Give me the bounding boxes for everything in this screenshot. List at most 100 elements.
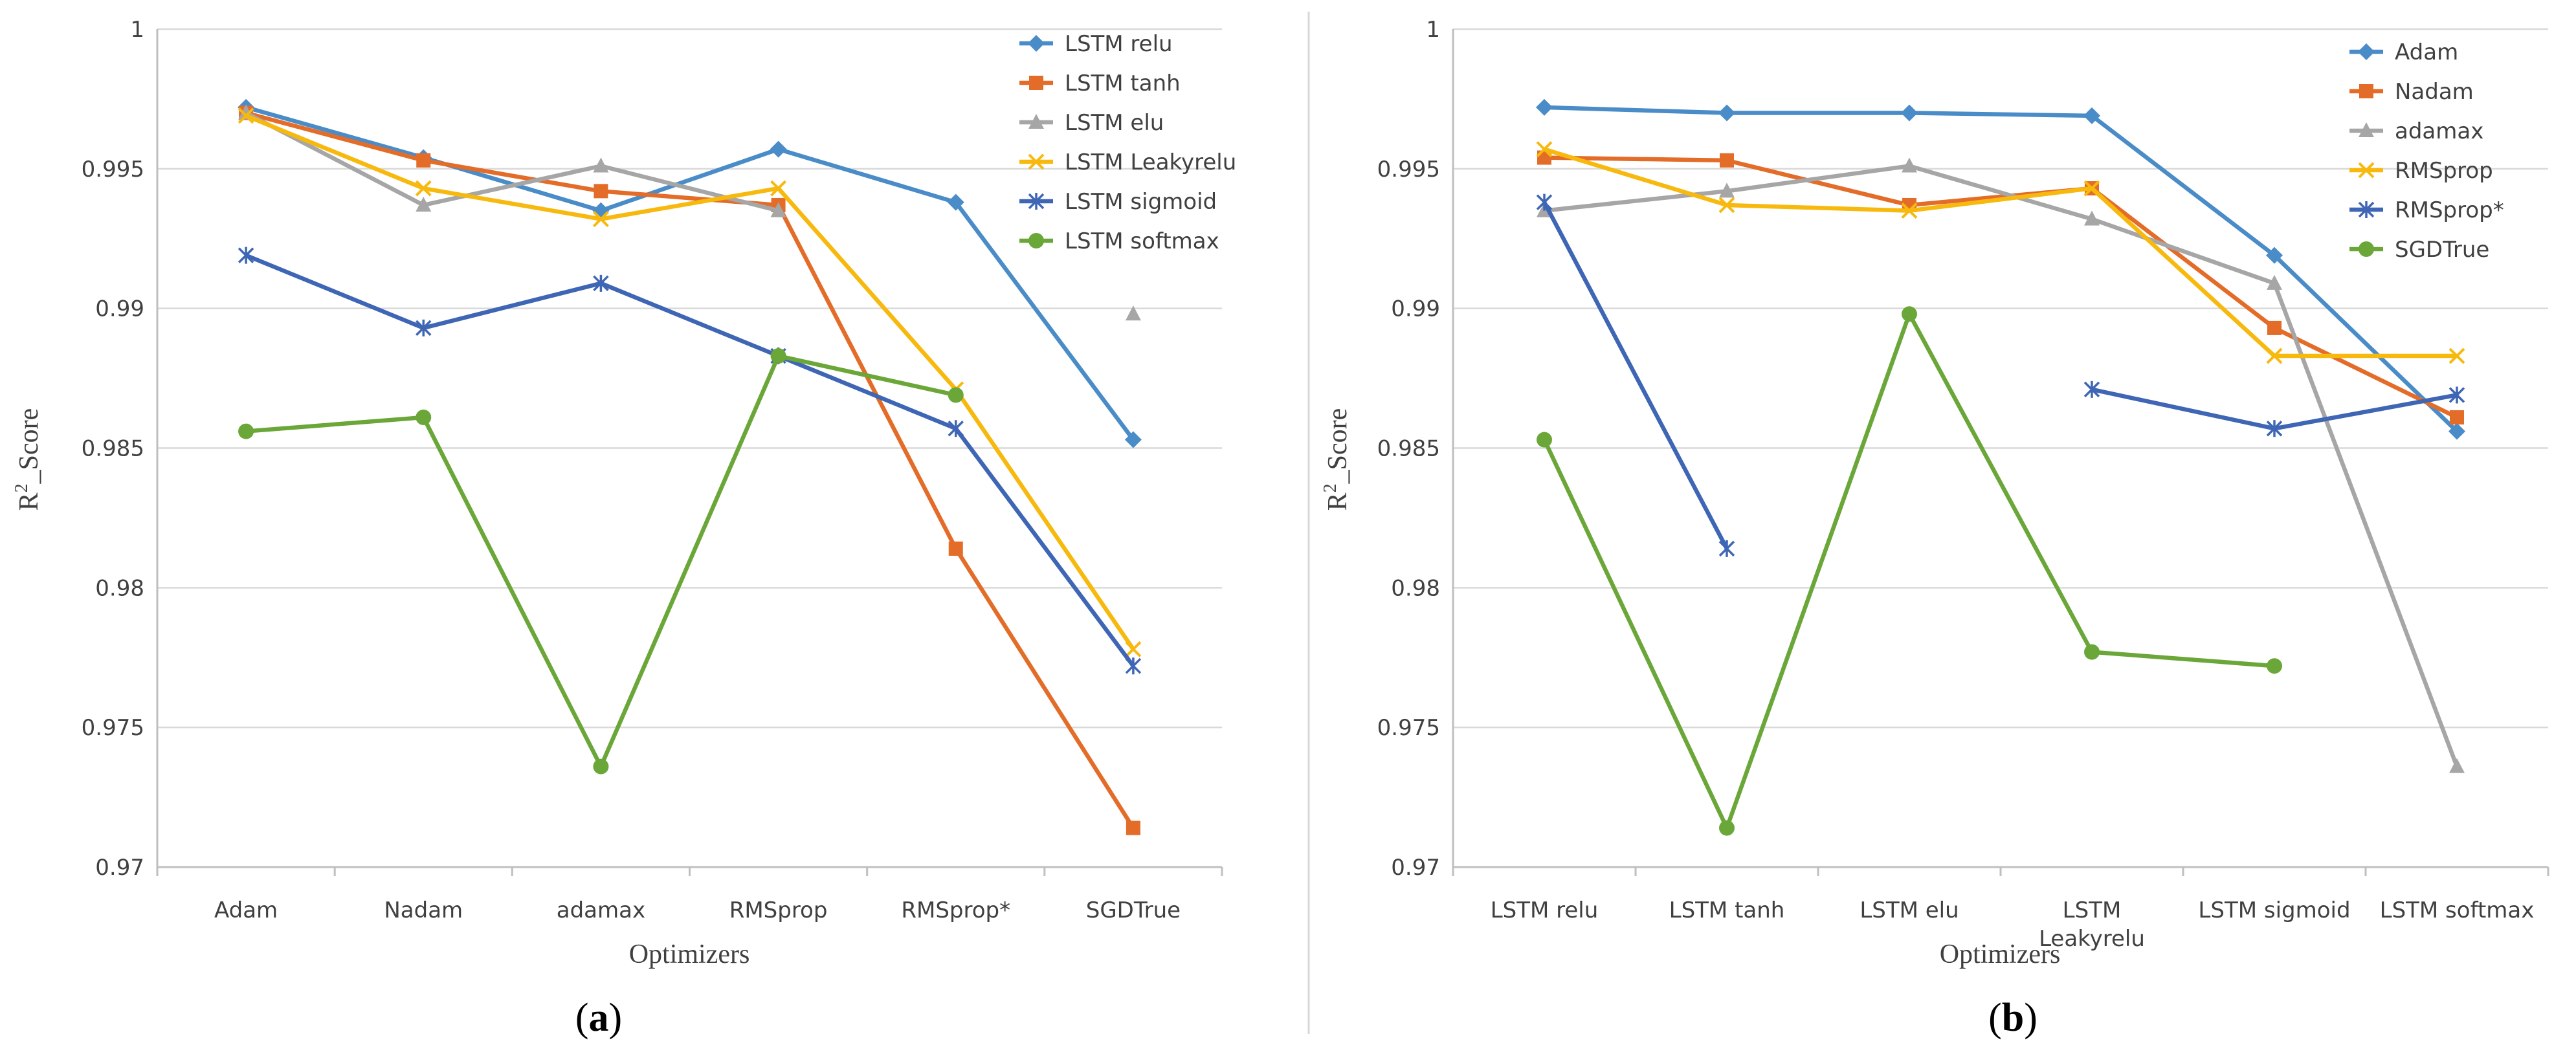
y-tick-label: 1 xyxy=(130,17,144,43)
series-line xyxy=(245,105,1135,441)
data-point xyxy=(1720,153,1734,168)
legend-label: Nadam xyxy=(2395,79,2474,105)
panel-label: (b) xyxy=(1988,996,2037,1040)
x-tick-label: LSTM tanh xyxy=(1669,897,1785,923)
data-point xyxy=(2083,107,2100,124)
data-point xyxy=(2083,180,2100,197)
y-tick-label: 0.985 xyxy=(1377,436,1440,462)
legend: LSTM relu LSTM tanh LSTM elu LSTM Leakyrelu… xyxy=(1019,31,1236,254)
x-tick-label: adamax xyxy=(557,897,645,923)
y-tick-label: 0.985 xyxy=(82,436,144,462)
x-tick-label: LSTM sigmoid xyxy=(2198,897,2350,923)
x-tick-label: Nadam xyxy=(384,897,463,923)
panel-b: 0.97 0.975 0.98 0.985 0.99 0.995 1 LSTM relu LST… xyxy=(1320,17,2549,1040)
legend-label: LSTM sigmoid xyxy=(1065,189,1217,215)
x-axis-title: Optimizers xyxy=(629,940,750,969)
legend-marker xyxy=(1028,193,1045,210)
data-point xyxy=(1125,657,1142,675)
data-point xyxy=(416,410,432,426)
legend-marker xyxy=(1028,233,1044,248)
series-line xyxy=(245,253,1135,668)
data-point xyxy=(1719,182,1735,198)
data-point xyxy=(1537,432,1552,448)
legend-label: RMSprop* xyxy=(2395,197,2504,223)
series-line xyxy=(1542,312,2275,830)
data-point xyxy=(238,247,254,264)
y-tick-label: 0.97 xyxy=(95,855,144,881)
data-point xyxy=(948,541,963,556)
panel-a: 0.97 0.975 0.98 0.985 0.99 0.995 1 Adam Nadam ada… xyxy=(12,17,1236,1040)
data-point xyxy=(2449,758,2465,773)
series-line xyxy=(1544,155,2458,419)
series-line xyxy=(245,111,779,213)
series-lstm-tanh xyxy=(239,105,1140,835)
data-point xyxy=(1719,820,1735,836)
data-point xyxy=(2448,386,2465,404)
data-point xyxy=(770,180,786,197)
data-point xyxy=(415,180,432,197)
data-point xyxy=(948,387,964,403)
data-point xyxy=(947,193,964,211)
series-sgdtrue xyxy=(1537,306,2282,836)
data-point xyxy=(1901,203,1918,219)
legend-marker xyxy=(2358,43,2375,60)
legend-label: LSTM tanh xyxy=(1065,71,1181,96)
data-point xyxy=(416,319,432,336)
data-point xyxy=(1125,641,1142,657)
series-nadam xyxy=(1537,150,2464,425)
legend-marker xyxy=(2358,162,2375,179)
data-point xyxy=(1718,104,1735,122)
x-tick-label: LSTM relu xyxy=(1491,897,1599,923)
y-tick-label: 0.995 xyxy=(82,157,144,182)
y-tick-label: 0.97 xyxy=(1391,855,1440,881)
data-point xyxy=(1536,98,1553,116)
data-point xyxy=(416,196,432,212)
series-lstm-relu xyxy=(238,98,1142,448)
y-tick-label: 0.975 xyxy=(82,715,144,741)
legend-label: LSTM softmax xyxy=(1065,228,1219,254)
legend-label: adamax xyxy=(2395,118,2483,144)
legend-label: LSTM Leakyrelu xyxy=(1065,149,1236,175)
series-rmsprop xyxy=(1536,193,2465,557)
legend-marker xyxy=(1029,76,1043,90)
y-tick-label: 0.995 xyxy=(1377,157,1440,182)
x-axis-title: Optimizers xyxy=(1940,940,2061,969)
data-point xyxy=(1126,820,1140,835)
data-point xyxy=(593,157,609,173)
data-point xyxy=(1902,306,1917,322)
data-point xyxy=(770,202,786,217)
data-point xyxy=(770,140,787,158)
x-tick-label: RMSprop xyxy=(729,897,828,923)
data-point xyxy=(2448,423,2465,440)
y-tick-label: 0.99 xyxy=(95,296,144,322)
y-tick-label: 0.975 xyxy=(1377,715,1440,741)
legend-marker xyxy=(2359,122,2374,137)
y-axis-title: R2_Score xyxy=(1320,408,1353,511)
series-lstm-sigmoid xyxy=(238,247,1142,675)
data-point xyxy=(593,758,609,775)
series-lstm-leakyrelu xyxy=(238,107,1142,657)
legend-label: Adam xyxy=(2395,39,2458,65)
legend-label: RMSprop xyxy=(2395,158,2493,184)
data-point xyxy=(238,107,254,124)
data-point xyxy=(2266,247,2283,264)
x-tick-label: RMSprop* xyxy=(901,897,1010,923)
series-line xyxy=(245,353,957,769)
x-tick-label: LSTM softmax xyxy=(2380,897,2535,923)
y-axis-title: R2_Score xyxy=(12,408,44,511)
data-point xyxy=(2084,210,2100,226)
series-line xyxy=(1544,147,2457,358)
data-point xyxy=(2267,274,2282,290)
series-lstm-softmax xyxy=(238,348,964,775)
x-tick-label: LSTM Leakyrelu xyxy=(2039,897,2145,952)
panel-label: (a) xyxy=(575,996,622,1040)
data-point xyxy=(2266,420,2283,437)
y-tick-label: 0.98 xyxy=(1391,575,1440,601)
data-point xyxy=(593,211,609,227)
data-point xyxy=(770,348,786,364)
series-line xyxy=(245,111,1135,830)
data-point xyxy=(948,420,964,437)
data-point xyxy=(2448,347,2465,364)
series-adamax xyxy=(1537,157,2465,773)
series-line xyxy=(1544,105,2459,433)
